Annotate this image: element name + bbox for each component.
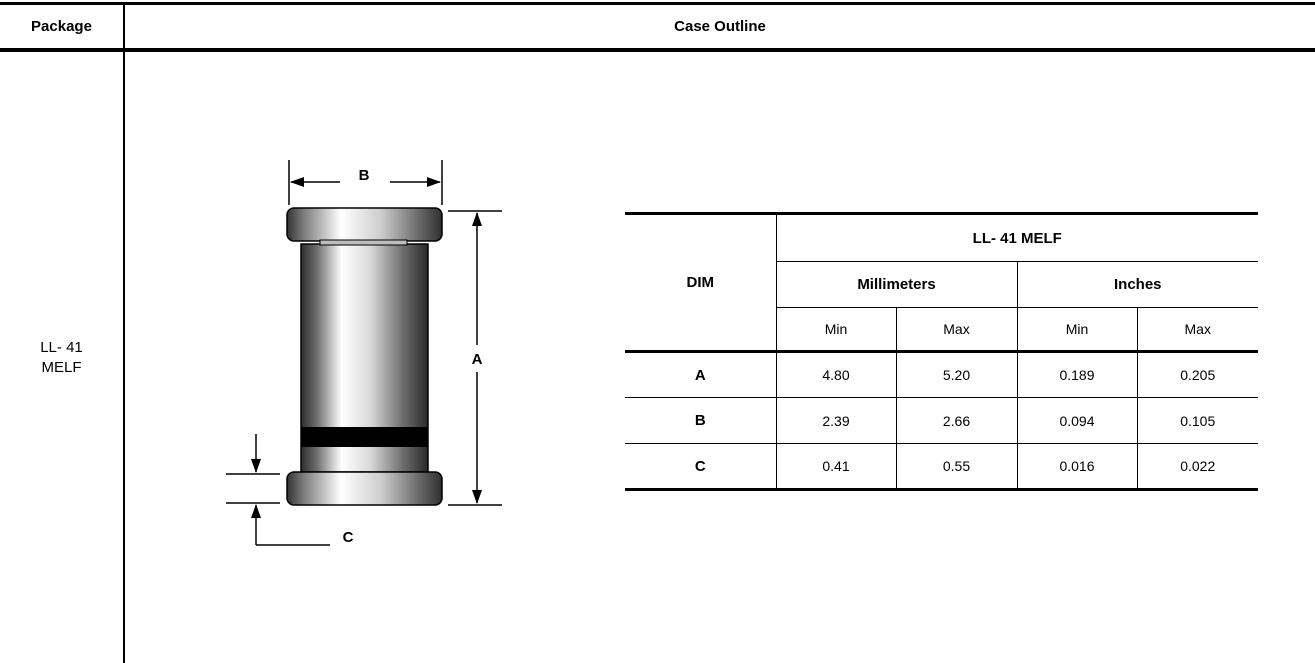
row-mm-max: 2.66 [895,397,1017,444]
package-column-header: Package [31,18,92,35]
row-mm-min: 0.41 [775,443,896,491]
package-name: LL- 41 MELF [0,338,123,378]
top-cap-collar [319,239,408,246]
inches-header: Inches [1016,261,1258,308]
dimensions-table: DIM LL- 41 MELF Millimeters Inches Min M… [625,212,1258,491]
column-divider [123,2,125,663]
dimension-c-label: C [343,529,354,546]
row-mm-min: 4.80 [775,350,896,398]
package-header: LL- 41 MELF [775,212,1258,262]
dimension-a: A [448,210,502,506]
top-end-cap [286,207,443,242]
row-in-min: 0.189 [1016,350,1137,398]
package-name-line2: MELF [41,359,82,376]
row-in-max: 0.022 [1136,443,1258,491]
row-in-min: 0.094 [1016,397,1137,444]
row-in-max: 0.205 [1136,350,1258,398]
dimension-c: C [226,434,354,546]
header-rule [0,48,1315,52]
melf-outline-drawing: B A C [226,160,502,546]
case-outline-column-header: Case Outline [674,18,766,35]
in-min-header: Min [1016,307,1137,352]
cathode-band [301,427,428,447]
mm-max-header: Max [895,307,1017,352]
row-dim: A [625,350,776,398]
row-dim: B [625,397,776,444]
row-in-max: 0.105 [1136,397,1258,444]
table-row: C 0.41 0.55 0.016 0.022 [625,443,1258,491]
row-mm-max: 0.55 [895,443,1017,491]
row-mm-min: 2.39 [775,397,896,444]
bottom-end-cap [286,471,443,506]
table-row: B 2.39 2.66 0.094 0.105 [625,397,1258,444]
package-name-line1: LL- 41 [40,339,83,356]
row-mm-max: 5.20 [895,350,1017,398]
in-max-header: Max [1136,307,1258,352]
table-row: A 4.80 5.20 0.189 0.205 [625,350,1258,398]
dimension-b: B [288,160,443,205]
dim-header: DIM [625,212,776,352]
dimension-b-label: B [359,167,370,184]
dimension-a-label: A [472,351,483,368]
row-dim: C [625,443,776,491]
top-rule [0,2,1315,5]
millimeters-header: Millimeters [775,261,1017,308]
mm-min-header: Min [775,307,896,352]
row-in-min: 0.016 [1016,443,1137,491]
